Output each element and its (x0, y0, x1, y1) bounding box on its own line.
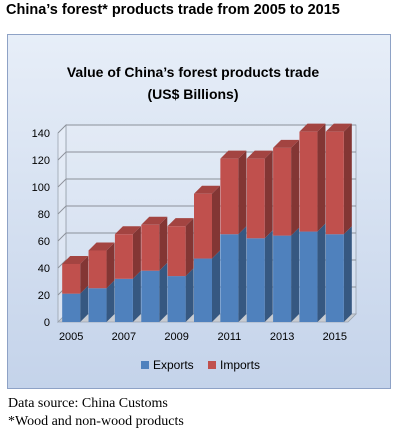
bar-side-exports (132, 270, 141, 322)
bar-top-imports (273, 139, 300, 148)
y-tick-label: 40 (38, 263, 50, 275)
bar-imports (325, 131, 344, 235)
bar-exports (194, 258, 212, 322)
bar-side-imports (291, 139, 300, 236)
gridline-side (57, 259, 67, 269)
bar-side-imports (132, 226, 141, 279)
bar-side-imports (238, 150, 247, 235)
bar-side-exports (212, 250, 220, 322)
x-tick-label: 2005 (59, 331, 83, 343)
bar-exports (325, 234, 344, 322)
bar-side-imports (159, 216, 168, 271)
bar-imports (220, 158, 239, 235)
bar-imports (141, 224, 160, 271)
gridline-side (57, 151, 67, 161)
bar-exports (273, 235, 292, 322)
chart-title-line: (US$ Billions) (147, 86, 238, 102)
bar-exports (246, 238, 265, 322)
page-title: China’s forest* products trade from 2005… (6, 2, 340, 18)
bar-imports (114, 234, 133, 279)
legend-swatch-exports (141, 361, 149, 369)
bar-top-imports (220, 150, 247, 159)
bar-side-exports (185, 268, 194, 322)
bar-side-imports (106, 242, 115, 289)
chart-title-line: Value of China’s forest products trade (67, 64, 320, 80)
gridline-side (57, 205, 67, 215)
bar-exports (299, 231, 318, 322)
y-tick-label: 120 (32, 155, 50, 167)
bar-top-imports (62, 255, 89, 264)
y-tick-label: 0 (44, 317, 50, 329)
bar-side-exports (317, 223, 326, 322)
x-tick-label: 2007 (112, 331, 136, 343)
data-source-note: Data source: China Customs (8, 396, 168, 411)
bar-top-imports (88, 242, 115, 251)
bar-side-exports (159, 262, 168, 322)
bar-side-imports (264, 150, 273, 239)
y-tick-label: 100 (32, 182, 50, 194)
legend-label-imports: Imports (220, 358, 260, 372)
bar-exports (114, 278, 133, 322)
bar-top-imports (194, 185, 220, 194)
bar-exports (167, 276, 186, 322)
bar-side-imports (317, 123, 326, 232)
x-tick-label: 2011 (218, 331, 242, 343)
bar-imports (273, 147, 292, 236)
legend-label-exports: Exports (153, 358, 194, 372)
bar-imports (167, 226, 186, 277)
gridline-side (57, 232, 67, 242)
bar-imports (194, 193, 212, 259)
bar-exports (62, 293, 81, 322)
bar-side-imports (185, 218, 194, 277)
bar-imports (62, 263, 81, 294)
bar-side-exports (80, 285, 89, 322)
bar-top-imports (141, 216, 168, 225)
bar-imports (299, 131, 318, 232)
x-tick-label: 2013 (270, 331, 294, 343)
legend-swatch-imports (208, 361, 216, 369)
bar-top-imports (167, 218, 194, 227)
bar-top-imports (246, 150, 273, 159)
bar-top-imports (325, 123, 352, 132)
bar-side-exports (238, 226, 247, 322)
y-tick-label: 60 (38, 236, 50, 248)
y-tick-label: 80 (38, 209, 50, 221)
stacked-bar-chart: Value of China’s forest products trade (U… (32, 64, 357, 372)
bar-side-imports (80, 255, 89, 294)
bar-side-exports (343, 226, 352, 322)
bar-top-imports (299, 123, 326, 132)
x-tick-label: 2009 (164, 331, 188, 343)
bar-exports (220, 234, 239, 322)
bar-side-exports (291, 227, 300, 322)
gridline-side (57, 178, 67, 188)
bar-exports (88, 288, 107, 322)
x-tick-label: 2015 (323, 331, 347, 343)
y-tick-label: 140 (32, 128, 50, 140)
bar-imports (246, 158, 265, 239)
y-tick-label: 20 (38, 290, 50, 302)
asterisk-footnote: *Wood and non-wood products (8, 414, 184, 429)
bar-side-exports (264, 230, 273, 322)
bar-side-imports (212, 185, 220, 259)
bar-side-imports (343, 123, 352, 235)
gridline-side (57, 124, 67, 134)
bar-top-imports (114, 226, 141, 235)
bar-side-exports (106, 280, 115, 322)
chart-container: Value of China’s forest products trade (U… (7, 34, 391, 389)
bar-exports (141, 270, 160, 322)
bar-imports (88, 250, 107, 289)
